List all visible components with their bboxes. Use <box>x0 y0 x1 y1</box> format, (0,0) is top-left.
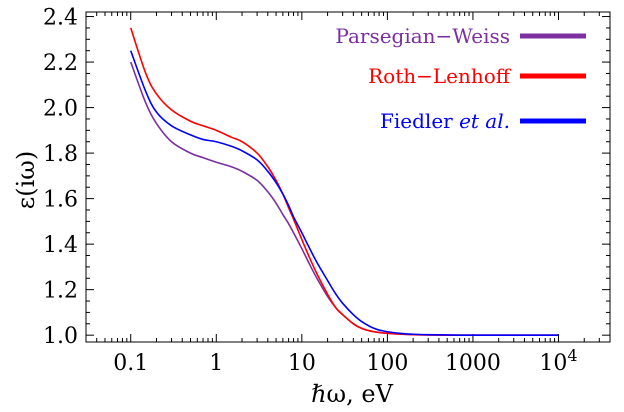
plot-frame <box>85 11 611 343</box>
legend-label-2: Roth−Lenhoff <box>368 64 512 88</box>
legend-label-3: Fiedler et al. <box>380 109 510 133</box>
x-tick-label: 1000 <box>445 351 501 376</box>
y-axis-title: ε(iω) <box>12 151 40 209</box>
y-tick-label: 1.4 <box>43 233 78 258</box>
x-tick-label: 10 <box>288 351 316 376</box>
y-tick-label: 2.0 <box>43 97 78 122</box>
legend: Parsegian−Weiss Roth−Lenhoff Fiedler et al… <box>335 24 586 133</box>
x-axis-title: ℏω, eV <box>311 380 393 408</box>
y-tick-label: 1.8 <box>43 142 78 167</box>
axis-ticks <box>85 12 611 342</box>
legend-label-1: Parsegian−Weiss <box>335 24 510 48</box>
y-tick-label: 1.0 <box>43 324 78 349</box>
x-tick-label: 100 <box>366 351 408 376</box>
y-tick-label: 2.4 <box>43 6 78 31</box>
series-line-3 <box>129 50 559 336</box>
y-tick-label: 1.6 <box>43 188 78 213</box>
y-tick-label: 1.2 <box>43 279 78 304</box>
tick-labels: 0.1 1 10 100 1000 104 1.0 1.2 1.4 1.6 1.8 2.0 2.2 2.4 <box>43 6 578 376</box>
y-tick-label: 2.2 <box>43 51 78 76</box>
series-line-1 <box>129 61 559 336</box>
series-lines <box>129 27 559 336</box>
x-tick-label: 104 <box>539 346 577 376</box>
x-tick-label: 0.1 <box>113 351 148 376</box>
x-tick-label: 1 <box>209 351 223 376</box>
